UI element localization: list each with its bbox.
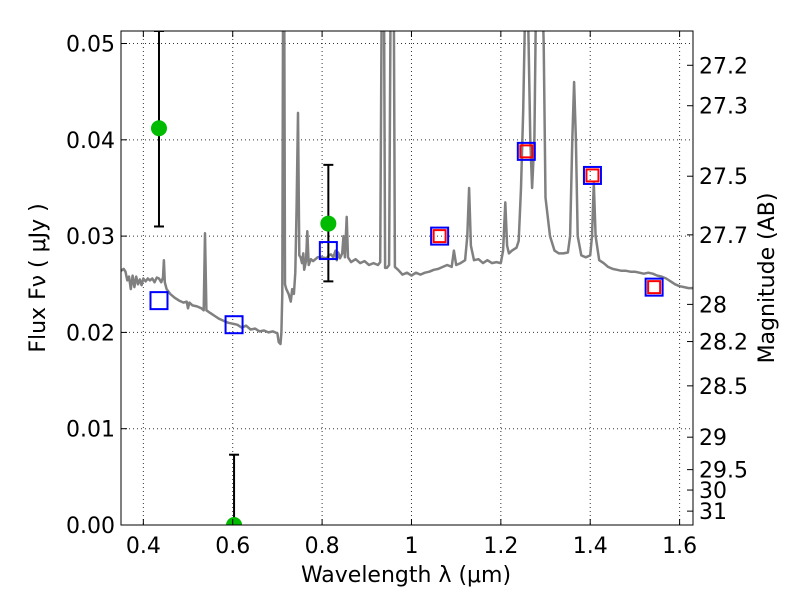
right-axis-label: Magnitude (AB): [755, 193, 780, 364]
right-tick-label: 27.5: [699, 165, 748, 190]
observed-point: [150, 120, 167, 137]
right-tick-label: 30: [699, 479, 727, 504]
model-point: [430, 226, 450, 246]
model-point: [582, 165, 602, 185]
right-tick-label: 27.3: [699, 95, 748, 120]
model-point: [149, 291, 169, 311]
y-tick-label: 0.03: [66, 225, 115, 250]
model-point: [516, 141, 536, 161]
y-tick-label: 0.01: [66, 418, 115, 443]
right-tick-label: 29.5: [699, 459, 748, 484]
model-point: [224, 315, 244, 335]
y-tick-label: 0.00: [66, 514, 115, 539]
y-tick-label: 0.04: [66, 129, 115, 154]
right-tick-label: 27.2: [699, 54, 748, 79]
right-tick-label: 31: [699, 500, 727, 525]
model-point: [644, 277, 664, 297]
x-tick-label: 1.4: [573, 534, 608, 559]
x-tick-label: 0.8: [305, 534, 340, 559]
tick-labels: 0.4 0.6 0.8 1 1.2 1.4 1.6 0.00 0.01 0.02 0.03 0.04 0…: [66, 33, 748, 559]
y-tick-label: 0.05: [66, 33, 115, 58]
right-tick-label: 28.2: [699, 331, 748, 356]
spectrum-layer: [121, 31, 693, 346]
spectrum-line: [121, 31, 693, 346]
ticks: [121, 31, 693, 526]
marker-layer: [149, 31, 664, 525]
model-point: [318, 241, 338, 261]
right-tick-label: 28: [699, 293, 727, 318]
x-tick-label: 1.6: [662, 534, 697, 559]
model-point-red: [647, 280, 662, 295]
plot-frame: [120, 30, 694, 526]
right-tick-label: 27.7: [699, 224, 748, 249]
y-axis-label: Flux Fν ( μJy ): [26, 203, 51, 352]
x-tick-label: 0.4: [126, 534, 161, 559]
y-tick-label: 0.02: [66, 321, 115, 346]
model-point-red: [432, 229, 447, 244]
observed-point: [226, 517, 243, 525]
right-tick-label: 29: [699, 426, 727, 451]
model-point-red: [585, 168, 600, 183]
x-axis-label: Wavelength λ (μm): [301, 563, 511, 588]
x-tick-label: 1.2: [483, 534, 518, 559]
observed-point: [320, 215, 337, 232]
x-tick-label: 0.6: [215, 534, 250, 559]
model-point-red: [519, 144, 534, 159]
right-tick-label: 28.5: [699, 375, 748, 400]
x-tick-label: 1: [404, 534, 418, 559]
